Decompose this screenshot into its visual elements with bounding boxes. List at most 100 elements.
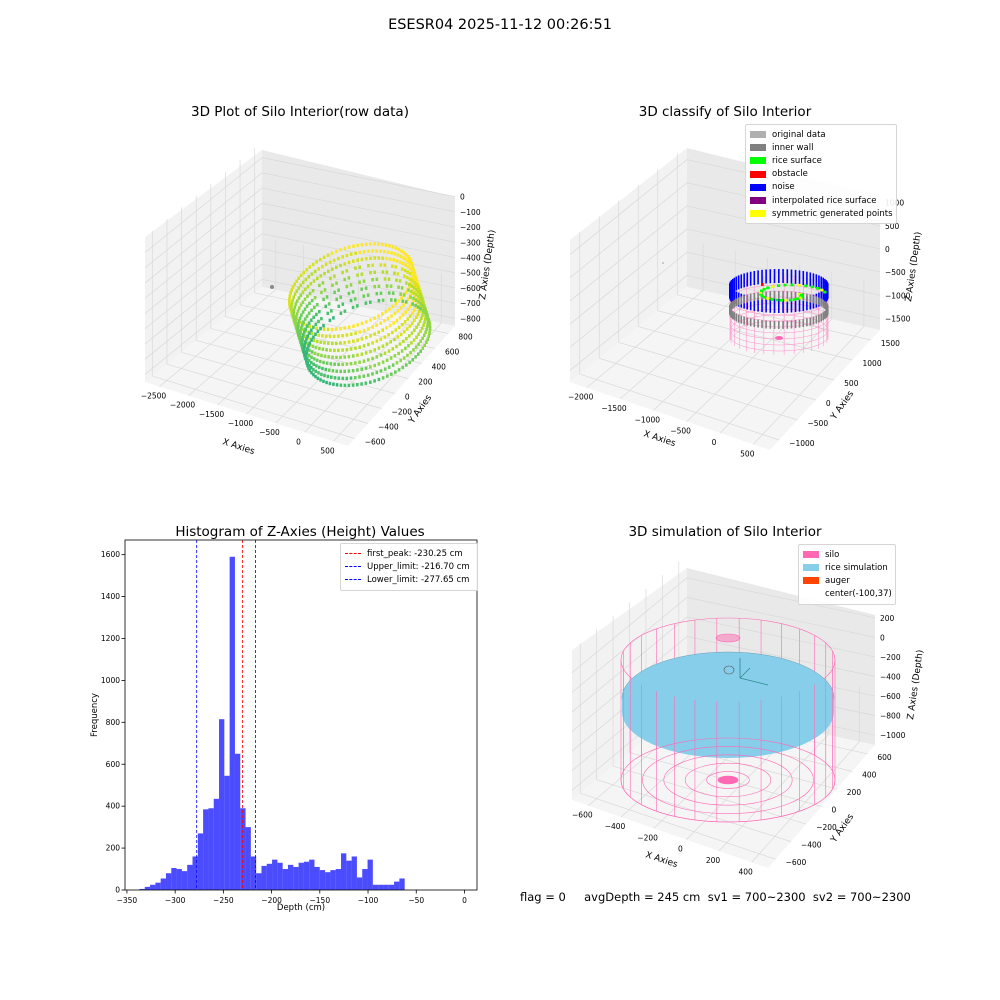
p1-point-203: [352, 339, 355, 343]
p1-point-318: [295, 312, 299, 316]
p1-point-746: [381, 298, 385, 302]
legend-label: original data: [772, 129, 826, 140]
p2-point-13: [820, 313, 823, 322]
p1-point-651: [312, 325, 315, 329]
legend-item: silo: [803, 548, 891, 561]
p2-ytick: −500: [808, 419, 829, 428]
p1-point-15: [381, 312, 384, 316]
p1-point-283: [394, 328, 398, 332]
p2-point-15: [818, 314, 820, 323]
p2-point-132: [820, 276, 823, 291]
p1-point-75: [381, 242, 384, 247]
histogram-bar-47: [388, 884, 395, 890]
histogram-bar-36: [330, 870, 336, 890]
p2-point-104: [769, 269, 772, 284]
p1-point-156: [345, 253, 349, 258]
p1-point-231: [297, 296, 301, 300]
p1-point-384: [320, 353, 323, 358]
p1-point-123: [310, 331, 314, 336]
p1-point-739: [339, 311, 343, 315]
p1-xtick: −2500: [141, 392, 167, 401]
silo-top-cap: [715, 633, 741, 643]
p1-point-733: [314, 332, 317, 336]
p1-point-503: [395, 278, 398, 282]
p1-point-153: [332, 258, 336, 262]
p1-point-115: [341, 334, 344, 338]
p2-point-113: [786, 291, 789, 300]
p1-point-22: [352, 324, 355, 328]
p1-point-400: [297, 319, 301, 323]
histogram-bar-7: [176, 869, 182, 890]
p1-point-35: [302, 322, 306, 326]
p1-ztick: 0: [460, 193, 465, 202]
p1-point-406: [308, 301, 311, 305]
p1-ztick: −400: [460, 254, 481, 263]
p1-point-136: [290, 304, 293, 308]
p1-point-761: [428, 323, 432, 327]
p1-point-86: [409, 259, 413, 263]
p1-point-245: [343, 262, 346, 266]
p1-point-717: [314, 374, 317, 379]
p2-point-229: [804, 284, 808, 288]
p2-point-99: [757, 292, 759, 301]
p1-point-189: [404, 310, 407, 314]
legend-label: noise: [772, 182, 795, 193]
p1-point-296: [341, 348, 344, 352]
p1-point-542: [347, 369, 351, 373]
p1-point-423: [403, 274, 406, 278]
p1-point-570: [312, 315, 315, 319]
p1-point-305: [308, 343, 312, 347]
p1-point-74: [377, 242, 380, 246]
p1-point-108: [371, 325, 374, 329]
p1-point-339: [391, 264, 394, 268]
p1-point-371: [373, 348, 376, 352]
p1-point-43: [288, 305, 292, 309]
p1-point-692: [408, 360, 411, 365]
p1-point-569: [310, 318, 313, 322]
p1-point-266: [413, 273, 417, 277]
p4-xtick: 400: [739, 867, 754, 876]
p1-point-611: [402, 356, 406, 360]
p1-point-300: [325, 348, 328, 352]
p2-point-30: [790, 298, 793, 313]
p1-point-760: [428, 320, 431, 324]
p1-point-380: [335, 355, 338, 360]
p4-ytick: 400: [862, 770, 877, 779]
histogram-bar-38: [341, 853, 347, 890]
histogram-bar-11: [197, 833, 204, 890]
p1-point-194: [388, 323, 392, 328]
p1-point-244: [339, 263, 342, 268]
p1-point-135: [290, 307, 293, 311]
p1-point-523: [417, 332, 420, 336]
p1-point-360: [411, 321, 414, 325]
p2-xtick: 0: [712, 438, 717, 447]
p1-point-702: [369, 380, 372, 384]
histogram-bar-37: [335, 869, 342, 890]
p1-point-196: [381, 328, 384, 332]
p1-point-730: [308, 341, 312, 345]
classify-3d-plot: −2000 −1500 −1000 −500 0 500 −1000 −500 0 500 1000…: [568, 148, 924, 458]
p1-point-21: [356, 323, 360, 327]
p1-point-125: [304, 329, 308, 333]
p2-point-128: [815, 274, 818, 289]
histogram-xlabel: Depth (cm): [277, 903, 325, 913]
p1-point-280: [403, 320, 407, 324]
p1-point-254: [381, 256, 384, 260]
p1-point-243: [335, 265, 338, 269]
p1-point-478: [298, 337, 302, 342]
p1-point-134: [290, 309, 293, 314]
p1-ztick: −600: [460, 284, 481, 293]
p2-point-106: [773, 269, 776, 284]
p1-point-28: [326, 327, 330, 332]
p4-xtick: 0: [678, 845, 683, 854]
p1-point-522: [419, 329, 422, 333]
p1-point-454: [371, 356, 374, 361]
histogram-bar-30: [298, 862, 304, 890]
p2-point-210: [793, 298, 797, 301]
p1-point-441: [415, 325, 418, 329]
p1-point-488: [310, 308, 313, 312]
p1-point-458: [354, 361, 357, 365]
p1-point-53: [297, 276, 300, 280]
histogram-bar-25: [272, 859, 278, 890]
p2-point-21: [809, 317, 812, 326]
